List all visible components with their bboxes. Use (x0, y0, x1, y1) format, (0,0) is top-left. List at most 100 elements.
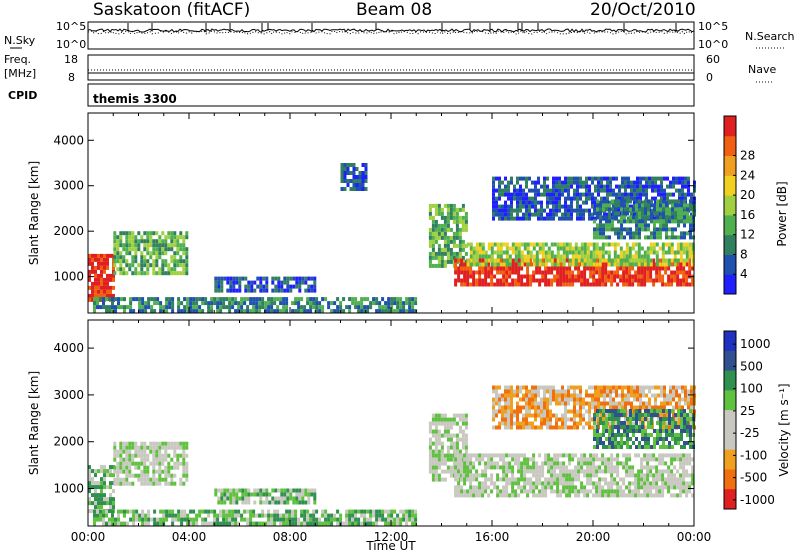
power-cell (146, 231, 150, 236)
power-cell (583, 278, 587, 283)
velocity-cell (484, 485, 488, 490)
power-cell (631, 262, 635, 267)
power-cell (164, 271, 168, 276)
power-cell (179, 235, 183, 240)
power-cell (534, 192, 537, 197)
velocity-cell (128, 445, 132, 450)
power-cell (94, 269, 97, 274)
velocity-cell (649, 481, 653, 486)
power-cell (210, 305, 214, 310)
power-cell (490, 254, 494, 259)
power-cell (100, 273, 103, 278)
velocity-cell (461, 429, 465, 434)
velocity-cell (510, 405, 513, 410)
velocity-cell (472, 489, 476, 494)
velocity-cell (523, 489, 527, 494)
velocity-cell (642, 393, 645, 398)
power-cell (519, 184, 522, 189)
velocity-cell (234, 509, 238, 514)
velocity-cell (510, 393, 513, 398)
power-cell (579, 196, 582, 201)
power-cell (562, 262, 566, 267)
power-cell (550, 270, 554, 275)
power-cell (440, 207, 444, 212)
freq-panel: Freq. [MHz] 18 8 60 0 Nave (4, 53, 776, 84)
velocity-cell (604, 477, 608, 482)
power-cell (195, 297, 199, 302)
velocity-cell (682, 465, 686, 470)
power-cell (336, 309, 340, 314)
power-cell (408, 309, 412, 314)
velocity-cell (669, 425, 672, 430)
power-cell (155, 255, 159, 260)
velocity-cell (688, 489, 692, 494)
velocity-cell (574, 465, 578, 470)
velocity-cell (546, 409, 549, 414)
velocity-cell (198, 513, 202, 518)
velocity-cell (217, 488, 221, 493)
power-cell (529, 258, 533, 263)
velocity-cell (591, 405, 594, 410)
velocity-cell (119, 453, 123, 458)
power-cell (464, 211, 468, 216)
power-cell (580, 242, 584, 247)
velocity-cell (546, 413, 549, 418)
power-cell (469, 246, 473, 251)
power-cell (638, 227, 641, 232)
station-title: Saskatoon (fitACF) (93, 0, 251, 20)
power-cell (355, 187, 359, 191)
power-cell (523, 246, 527, 251)
velocity-cell (573, 385, 576, 390)
power-cell (496, 270, 500, 275)
velocity-cell (516, 421, 519, 426)
power-cell (496, 246, 500, 251)
power-cell (446, 203, 450, 208)
power-cell (116, 247, 120, 252)
power-cell (408, 305, 412, 310)
power-cell (280, 284, 284, 289)
velocity-cell (546, 405, 549, 410)
power-cell (352, 179, 356, 183)
power-cell (610, 262, 614, 267)
power-cell (431, 239, 435, 244)
velocity-cell (192, 509, 196, 514)
power-cell (549, 196, 552, 201)
velocity-cell (676, 493, 680, 498)
power-cell (517, 246, 521, 251)
velocity-cell (556, 477, 560, 482)
velocity-cell (97, 505, 100, 510)
velocity-cell (431, 473, 435, 478)
velocity-cell (594, 425, 597, 430)
power-cell (526, 254, 530, 259)
velocity-cell (354, 509, 358, 514)
power-cell (680, 211, 683, 216)
velocity-cell (176, 457, 180, 462)
power-cell (267, 309, 271, 314)
velocity-cell (606, 389, 609, 394)
velocity-cell (493, 485, 497, 490)
power-cell (559, 258, 563, 263)
velocity-cell (535, 477, 539, 482)
velocity-cell (478, 485, 482, 490)
power-cell (629, 207, 632, 212)
velocity-cell (607, 489, 611, 494)
velocity-cell (216, 521, 220, 526)
power-cell (434, 251, 438, 256)
velocity-cell (571, 457, 575, 462)
velocity-cell (229, 500, 233, 505)
power-cell (592, 254, 596, 259)
velocity-cell (185, 469, 189, 474)
velocity-cell (670, 453, 674, 458)
velocity-cell (297, 517, 301, 522)
velocity-cell (285, 513, 289, 518)
power-cell (346, 179, 350, 183)
power-cell (343, 171, 347, 175)
velocity-cell (122, 441, 126, 446)
power-cell (658, 266, 662, 271)
power-cell (574, 250, 578, 255)
power-cell (446, 255, 450, 260)
velocity-cell (596, 445, 599, 449)
power-cell (309, 297, 313, 302)
velocity-cell (673, 481, 677, 486)
power-cell (189, 297, 193, 302)
